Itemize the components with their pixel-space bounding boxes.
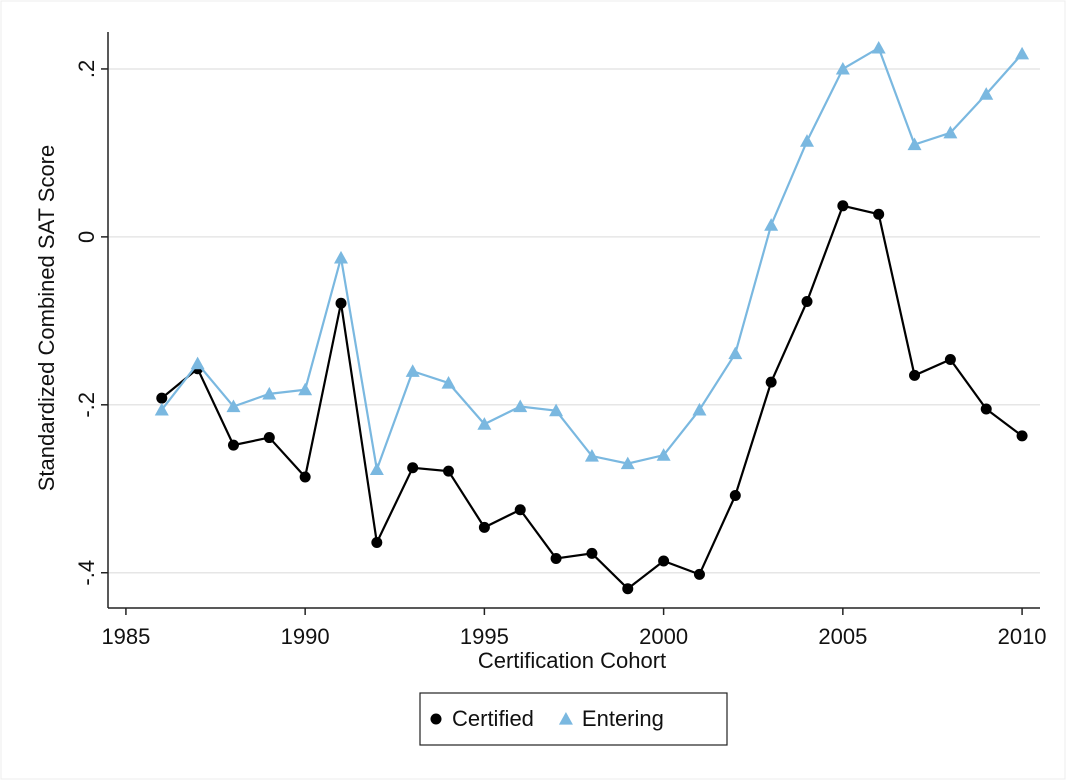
y-tick-label: -.4	[74, 560, 99, 586]
data-point	[586, 547, 598, 559]
data-point	[871, 40, 886, 54]
y-axis-label: Standardized Combined SAT Score	[34, 145, 59, 492]
data-point	[549, 403, 564, 417]
data-point	[371, 537, 383, 549]
data-point	[620, 456, 635, 470]
data-point	[693, 568, 705, 580]
data-point	[226, 399, 241, 413]
data-point	[584, 449, 599, 462]
data-point	[944, 353, 956, 365]
data-point	[477, 417, 492, 430]
data-point	[837, 200, 849, 212]
data-point	[154, 402, 169, 416]
data-point	[729, 489, 741, 501]
x-tick-label: 1990	[281, 624, 330, 649]
data-point	[728, 346, 743, 360]
data-point	[943, 125, 958, 139]
data-point	[979, 87, 994, 100]
x-tick-label: 2010	[998, 624, 1047, 649]
data-point	[478, 521, 490, 533]
data-point	[873, 208, 885, 220]
legend-label: Entering	[582, 706, 664, 731]
data-point	[513, 399, 528, 413]
data-point	[443, 465, 455, 477]
legend-marker	[430, 713, 442, 725]
data-point	[835, 61, 850, 75]
data-point	[656, 448, 671, 461]
data-point	[514, 504, 526, 516]
data-point	[658, 555, 670, 567]
x-tick-label: 1995	[460, 624, 509, 649]
legend-box	[419, 692, 728, 746]
data-point	[299, 471, 311, 483]
data-point	[980, 403, 992, 415]
y-tick-label: .2	[74, 60, 99, 78]
data-point	[801, 296, 813, 308]
data-point	[765, 376, 777, 388]
x-tick-label: 1985	[101, 624, 150, 649]
data-point	[764, 218, 779, 231]
data-point	[909, 369, 921, 381]
data-point	[800, 134, 814, 147]
data-point	[263, 432, 275, 444]
x-tick-label: 2000	[639, 624, 688, 649]
data-point	[1015, 46, 1030, 60]
data-point	[298, 382, 313, 396]
x-axis-label: Certification Cohort	[478, 648, 666, 673]
legend-marker	[558, 712, 573, 725]
x-tick-label: 2005	[818, 624, 867, 649]
data-point	[334, 250, 348, 264]
data-point	[550, 552, 562, 564]
data-point	[407, 462, 419, 474]
data-point	[441, 375, 456, 389]
data-point	[190, 356, 205, 370]
data-point	[156, 392, 168, 404]
data-point	[692, 402, 707, 416]
data-point	[227, 439, 239, 451]
legend-label: Certified	[452, 706, 534, 731]
y-tick-label: -.2	[74, 392, 99, 418]
data-point	[622, 583, 634, 595]
data-point	[405, 364, 420, 377]
data-point	[1016, 430, 1028, 442]
data-point	[335, 297, 347, 309]
data-point	[262, 386, 277, 400]
y-tick-label: 0	[74, 231, 99, 243]
data-point	[369, 462, 384, 476]
data-point	[907, 137, 922, 151]
